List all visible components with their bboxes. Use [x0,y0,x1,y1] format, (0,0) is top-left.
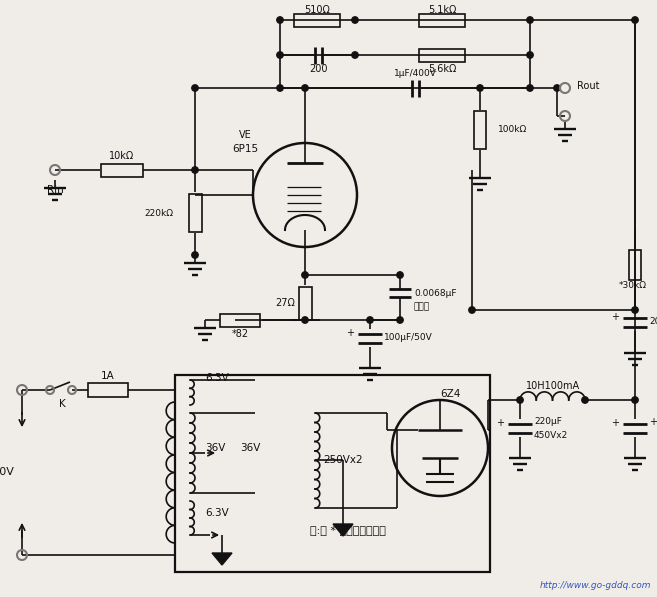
Bar [175,375,490,572]
Text: +: + [346,328,354,337]
Circle shape [302,85,308,91]
Circle shape [351,52,358,58]
Text: 6Z4: 6Z4 [440,389,460,399]
Circle shape [517,397,523,403]
Bar [101,164,143,177]
Circle shape [397,272,403,278]
Circle shape [351,17,358,23]
Bar [294,14,340,26]
Bar [189,194,202,232]
Circle shape [469,307,475,313]
Circle shape [582,397,588,403]
Circle shape [277,52,283,58]
Text: VE: VE [238,130,252,140]
Bar [629,250,641,280]
Circle shape [392,400,488,496]
Circle shape [632,397,638,403]
Polygon shape [212,553,232,565]
Text: 27Ω: 27Ω [275,298,295,308]
Bar [419,48,465,61]
Circle shape [192,167,198,173]
Bar [419,14,465,26]
Text: 220kΩ: 220kΩ [144,208,173,217]
Circle shape [632,307,638,313]
Polygon shape [333,524,353,536]
Text: 注:带 * 号电阻为待定值: 注:带 * 号电阻为待定值 [310,525,386,535]
Text: *30kΩ: *30kΩ [619,282,647,291]
Text: 0.0068μF: 0.0068μF [414,288,457,297]
Text: 银云母: 银云母 [414,303,430,312]
Text: 100kΩ: 100kΩ [498,125,528,134]
Text: 510Ω: 510Ω [304,5,330,15]
Text: 20μF/450V: 20μF/450V [649,318,657,327]
Circle shape [277,17,283,23]
Circle shape [632,17,638,23]
Text: K: K [58,399,66,409]
Circle shape [192,252,198,258]
Text: 36V: 36V [240,443,260,453]
Text: 220V: 220V [0,467,14,477]
Text: 250Vx2: 250Vx2 [323,455,363,465]
Bar [298,287,311,319]
Text: 6.3V: 6.3V [205,508,229,518]
Text: 100μF/50V: 100μF/50V [384,334,433,343]
Text: *82: *82 [231,329,248,339]
Text: +: + [611,417,619,427]
Text: 6P15: 6P15 [232,144,258,154]
Text: 5.6kΩ: 5.6kΩ [428,64,456,74]
Circle shape [302,317,308,323]
Text: 1μF/400V: 1μF/400V [394,69,436,78]
Circle shape [192,85,198,91]
Text: 36V: 36V [205,443,225,453]
Circle shape [277,85,283,91]
Circle shape [367,317,373,323]
Text: 220μF: 220μF [534,417,562,426]
Text: 450Vx2: 450Vx2 [534,432,568,441]
Text: Rout: Rout [577,81,599,91]
Bar [474,111,486,149]
Circle shape [527,52,533,58]
Text: Rin: Rin [47,185,63,195]
Text: 10kΩ: 10kΩ [109,151,135,161]
Bar [88,383,128,397]
Text: 10H100mA: 10H100mA [526,381,580,391]
Text: http://www.go-gddq.com: http://www.go-gddq.com [539,581,651,590]
Text: 200: 200 [309,64,327,74]
Circle shape [527,85,533,91]
Circle shape [527,17,533,23]
Circle shape [302,272,308,278]
Text: +: + [611,312,619,322]
Text: 6.3V: 6.3V [205,373,229,383]
Text: 5.1kΩ: 5.1kΩ [428,5,456,15]
Circle shape [397,317,403,323]
Text: +: + [649,417,657,427]
Text: +: + [496,417,504,427]
Bar [220,313,260,327]
Text: 1A: 1A [101,371,115,381]
Circle shape [253,143,357,247]
Circle shape [477,85,483,91]
Circle shape [554,85,560,91]
